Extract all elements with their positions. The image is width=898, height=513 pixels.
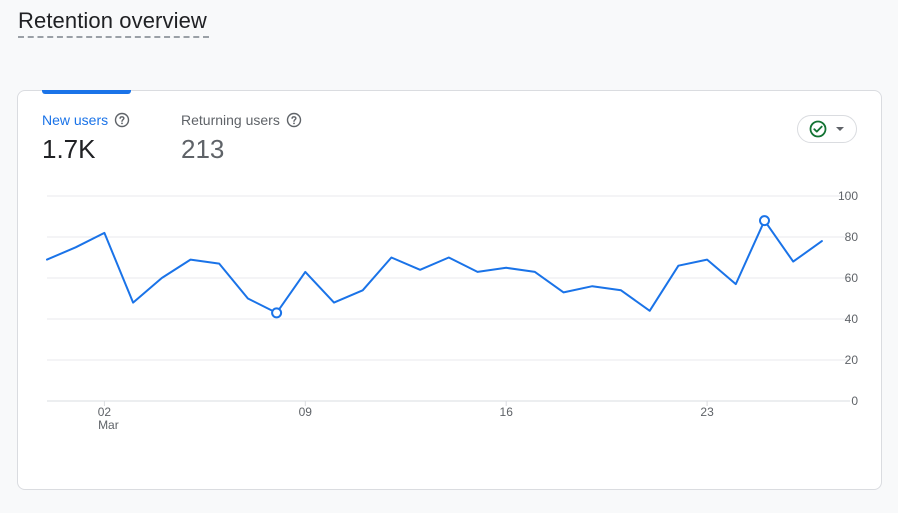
data-point[interactable] <box>676 263 681 268</box>
y-tick-label: 100 <box>838 189 858 203</box>
highlighted-data-point[interactable] <box>759 215 770 227</box>
data-point[interactable] <box>102 230 107 235</box>
returning-users-value: 213 <box>181 134 225 164</box>
data-point[interactable] <box>791 259 796 264</box>
returning-users-label: Returning users <box>181 112 280 128</box>
y-tick-label: 20 <box>845 353 859 367</box>
data-point[interactable] <box>733 282 738 287</box>
new-users-label-row: New users <box>42 112 130 128</box>
y-tick-label: 80 <box>845 230 859 244</box>
data-point[interactable] <box>217 261 222 266</box>
data-point[interactable] <box>188 257 193 262</box>
y-axis-ticks: 0 20 40 60 80 100 <box>838 189 858 408</box>
tab-returning-users[interactable]: Returning users 213 <box>181 112 302 165</box>
compare-dropdown-button[interactable] <box>797 115 857 143</box>
data-point[interactable] <box>332 300 337 305</box>
data-point[interactable] <box>561 290 566 295</box>
check-circle-icon <box>809 120 827 138</box>
data-point[interactable] <box>418 267 423 272</box>
point-layer <box>45 215 824 319</box>
data-point[interactable] <box>705 257 710 262</box>
data-point[interactable] <box>131 300 136 305</box>
x-tick-label: 09 <box>299 405 313 419</box>
help-circle-icon[interactable] <box>286 112 302 128</box>
data-point[interactable] <box>73 245 78 250</box>
x-tick-label: 02 <box>98 405 112 419</box>
page-title: Retention overview <box>18 8 207 33</box>
x-tick-sublabel: Mar <box>98 418 119 432</box>
data-point[interactable] <box>819 239 824 244</box>
help-circle-icon[interactable] <box>114 112 130 128</box>
x-tick-label: 16 <box>500 405 514 419</box>
data-point[interactable] <box>590 284 595 289</box>
data-point[interactable] <box>45 257 50 262</box>
tab-new-users[interactable]: New users 1.7K <box>42 112 130 165</box>
data-point[interactable] <box>619 288 624 293</box>
returning-users-label-row: Returning users <box>181 112 302 128</box>
data-point[interactable] <box>159 276 164 281</box>
data-point[interactable] <box>446 255 451 260</box>
data-point[interactable] <box>245 296 250 301</box>
active-tab-indicator <box>42 90 131 94</box>
highlighted-data-point[interactable] <box>271 307 283 319</box>
data-point[interactable] <box>475 269 480 274</box>
grid-lines <box>47 195 850 402</box>
retention-card <box>17 90 882 490</box>
data-point[interactable] <box>504 265 509 270</box>
series-layer <box>46 219 823 314</box>
data-point[interactable] <box>360 288 365 293</box>
y-tick-label: 60 <box>845 271 859 285</box>
data-point[interactable] <box>389 255 394 260</box>
x-tick-label: 23 <box>700 405 714 419</box>
y-tick-label: 40 <box>845 312 859 326</box>
series-line-new-users <box>46 219 823 314</box>
title-underline <box>18 36 209 38</box>
new-users-label: New users <box>42 112 109 128</box>
new-users-value: 1.7K <box>42 134 96 164</box>
data-point[interactable] <box>303 269 308 274</box>
caret-down-icon <box>836 127 844 131</box>
data-point[interactable] <box>532 269 537 274</box>
y-tick-label: 0 <box>851 394 858 408</box>
data-point[interactable] <box>647 308 652 313</box>
